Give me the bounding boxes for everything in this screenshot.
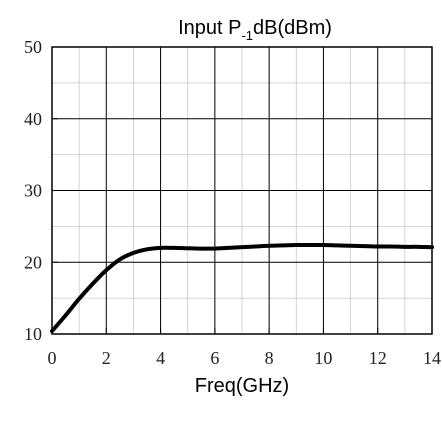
- chart-title-main: Input P: [178, 17, 241, 39]
- y-tick-label: 40: [24, 109, 42, 129]
- x-tick-label: 14: [423, 348, 441, 368]
- series-layer: [50, 243, 434, 334]
- y-tick-label: 10: [24, 324, 42, 344]
- chart-title-subscript: -1: [241, 28, 253, 43]
- x-tick-label: 8: [265, 348, 274, 368]
- x-tick-label: 4: [156, 348, 165, 368]
- x-tick-label: 10: [314, 348, 332, 368]
- y-tick-label: 30: [24, 181, 42, 201]
- x-tick-labels: 0 2 4 6 8 10 12 14: [48, 348, 442, 368]
- y-tick-label: 50: [24, 37, 42, 57]
- y-tick-labels: 10 20 30 40 50: [24, 37, 42, 344]
- plot-frame: [51, 46, 433, 335]
- series-line-0: [50, 243, 434, 334]
- chart-title: Input P-1dB(dBm): [178, 17, 332, 43]
- x-axis-label: Freq(GHz): [195, 375, 289, 397]
- x-tick-label: 0: [48, 348, 57, 368]
- x-tick-label: 2: [102, 348, 111, 368]
- y-tick-label: 20: [24, 252, 42, 272]
- chart-title-suffix: dB(dBm): [253, 17, 332, 39]
- x-tick-label: 12: [369, 348, 387, 368]
- major-gridlines: [52, 47, 432, 334]
- x-tick-label: 6: [210, 348, 219, 368]
